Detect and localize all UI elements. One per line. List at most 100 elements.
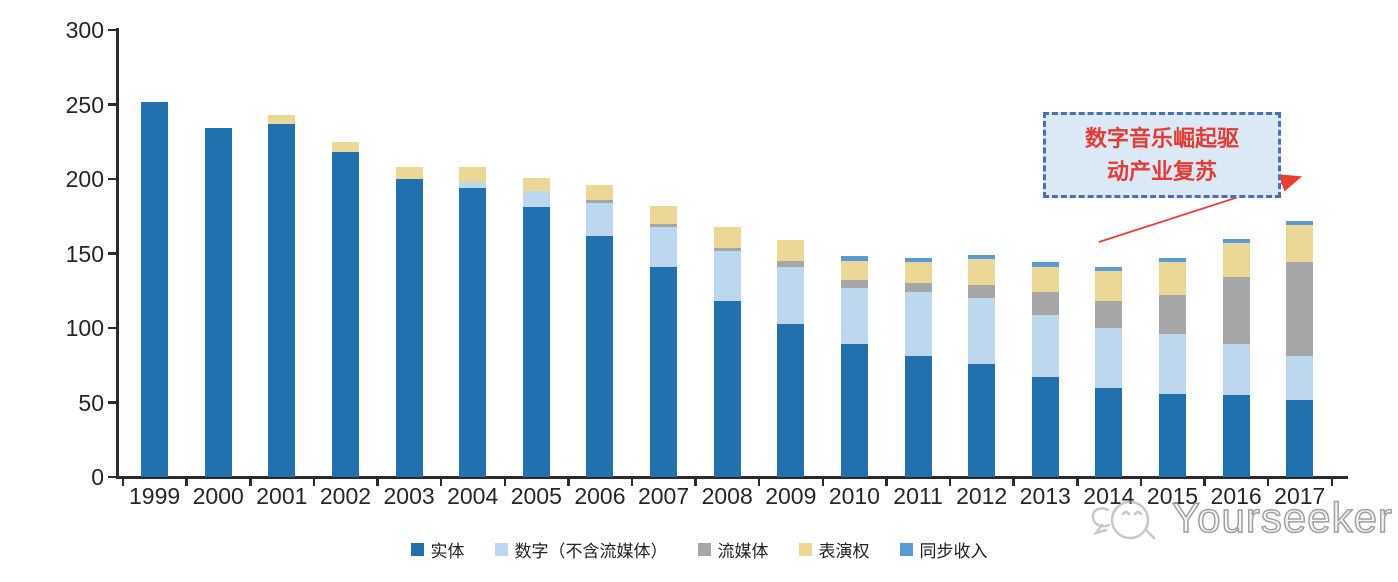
y-axis-tick (108, 252, 117, 255)
x-axis-tick (1266, 478, 1270, 486)
bar-segment-2014 (1095, 271, 1123, 302)
bar-segment-2004 (459, 167, 487, 182)
bar-segment-2015 (1159, 262, 1187, 296)
bar-segment-2011 (904, 283, 932, 293)
bar-segment-2010 (840, 280, 868, 288)
bar-segment-2008 (713, 226, 741, 248)
y-axis-label: 50 (78, 389, 104, 416)
legend-swatch (494, 543, 508, 556)
bar-segment-2016 (1222, 243, 1250, 278)
legend-swatch (798, 543, 812, 556)
legend-label: 表演权 (818, 542, 870, 561)
bar-segment-2008 (713, 301, 741, 477)
x-axis-label: 2011 (893, 483, 943, 509)
bar-segment-2010 (840, 256, 868, 261)
x-axis-label: 2003 (383, 483, 435, 509)
bar-segment-2012 (968, 259, 996, 285)
watermark: Yourseeker (1088, 492, 1393, 544)
bar-segment-2010 (840, 287, 868, 345)
bar-segment-2014 (1095, 266, 1123, 272)
bar-segment-2003 (395, 179, 423, 477)
bar-segment-1999 (141, 101, 169, 477)
x-axis-label: 2009 (765, 483, 817, 509)
legend-item: 同步收入 (899, 537, 988, 562)
bar-segment-2001 (268, 114, 296, 124)
legend-swatch (410, 543, 424, 556)
bar-segment-2017 (1286, 399, 1314, 477)
y-axis-label: 250 (65, 91, 104, 118)
y-axis-label: 150 (65, 240, 104, 267)
y-axis-tick (108, 177, 117, 180)
annotation-text: 数字音乐崛起驱动产业复苏 (1084, 126, 1239, 184)
x-axis-label: 2000 (192, 483, 244, 509)
bar-segment-2013 (1031, 262, 1059, 267)
bar-segment-2006 (586, 235, 614, 477)
bar-segment-2010 (840, 344, 868, 477)
bar-segment-2017 (1286, 262, 1314, 357)
legend-label: 同步收入 (919, 542, 988, 561)
x-axis-tick (1012, 478, 1015, 486)
x-axis-line (116, 476, 1348, 479)
bar-segment-2016 (1222, 277, 1250, 345)
bar-segment-2015 (1159, 295, 1187, 334)
bar-segment-2012 (968, 363, 996, 477)
bar-segment-2009 (777, 266, 805, 324)
bar-segment-2009 (777, 260, 805, 267)
legend-item: 表演权 (798, 537, 870, 562)
bar-segment-2007 (650, 266, 678, 477)
bar-segment-2016 (1222, 344, 1250, 396)
x-axis-tick (439, 478, 443, 486)
watermark-text: Yourseeker (1171, 493, 1393, 542)
bar-segment-2002 (331, 152, 359, 477)
x-axis-label: 2007 (637, 483, 690, 509)
x-axis-tick (630, 478, 634, 486)
bar-segment-2002 (331, 141, 359, 153)
bar-segment-2005 (522, 207, 550, 477)
x-axis-label: 2006 (574, 483, 626, 509)
annotation-box: 数字音乐崛起驱动产业复苏 (1043, 112, 1281, 198)
x-axis-tick (503, 478, 506, 486)
y-axis-line (116, 28, 119, 478)
y-axis-tick (108, 103, 117, 106)
y-axis-tick (108, 326, 117, 329)
x-axis-tick (694, 478, 697, 486)
x-axis-tick (312, 478, 316, 486)
bar-segment-2001 (268, 123, 296, 477)
bar-segment-2008 (713, 250, 741, 302)
bar-segment-2012 (968, 254, 996, 260)
bar-segment-2013 (1031, 266, 1059, 293)
y-axis-tick (108, 401, 117, 404)
bar-segment-2015 (1159, 393, 1187, 477)
bar-segment-2007 (650, 205, 678, 224)
bar-segment-2000 (204, 128, 232, 477)
bar-segment-2014 (1095, 328, 1123, 388)
bar-segment-2016 (1222, 238, 1250, 244)
x-axis-label: 2017 (1274, 483, 1326, 509)
bar-segment-2017 (1286, 225, 1314, 263)
bar-segment-2005 (522, 177, 550, 191)
legend-swatch (899, 543, 913, 556)
yourseeker-logo-icon (1091, 500, 1156, 540)
legend-label: 流媒体 (717, 542, 769, 561)
x-axis-label: 2008 (701, 483, 753, 509)
x-axis-tick (821, 478, 825, 486)
x-axis-tick (1330, 478, 1334, 486)
bar-segment-2006 (586, 184, 614, 200)
bar-segment-2011 (904, 262, 932, 284)
y-axis-tick (108, 475, 117, 478)
x-axis-label: 2016 (1210, 483, 1262, 509)
legend-item: 数字（不含流媒体） (494, 537, 668, 562)
x-axis-tick (567, 478, 570, 486)
x-axis-label: 2002 (319, 483, 372, 509)
bar-segment-2013 (1031, 377, 1059, 477)
bar-segment-2007 (650, 223, 678, 227)
bar-segment-2007 (650, 226, 678, 267)
bar-segment-2009 (777, 323, 805, 477)
bar-segment-2013 (1031, 314, 1059, 378)
x-axis-label: 2001 (256, 483, 308, 509)
bar-segment-2017 (1286, 356, 1314, 400)
y-axis-tick (108, 28, 117, 31)
bar-segment-2009 (777, 240, 805, 261)
